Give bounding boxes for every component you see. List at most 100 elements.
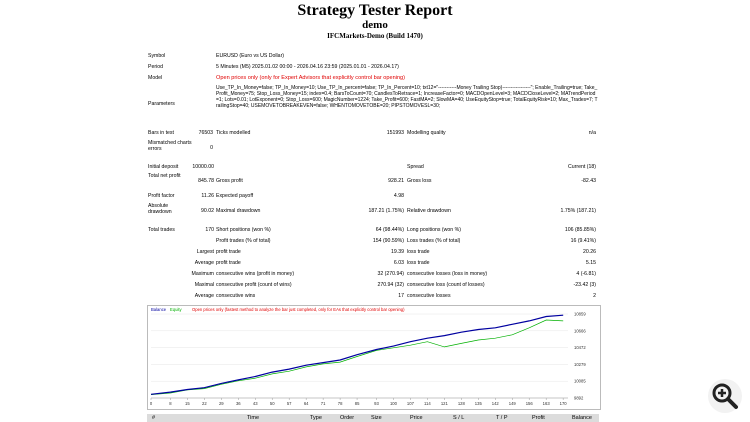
report-title: Strategy Tester Report [297, 2, 453, 19]
x-tick-label: 107 [407, 401, 415, 406]
x-tick-label: 15 [185, 401, 190, 406]
trades-value: 170 [205, 227, 214, 233]
model-label: Model [148, 75, 163, 81]
mq-value: n/a [588, 130, 596, 136]
mcw-value: 32 (270.94) [377, 271, 404, 277]
netprofit-label: Total net profit [148, 173, 181, 179]
average-label: Average [194, 260, 214, 266]
grossloss-label: Gross loss [407, 178, 432, 184]
long-value: 106 (85.85%) [564, 227, 596, 233]
mcll-value: -23.42 (3) [573, 282, 597, 288]
parameters-label: Parameters [148, 101, 175, 107]
x-tick-label: 29 [219, 401, 224, 406]
grossprofit-value: 928.21 [388, 178, 404, 184]
mismatch-value: 0 [210, 145, 213, 151]
y-tick-label: 10279 [574, 362, 586, 367]
col-order: Order [340, 415, 355, 421]
mismatch-label: Mismatched charts errors [148, 140, 192, 152]
short-value: 64 (98.44%) [375, 227, 404, 233]
mcl-label: consecutive losses (loss in money) [407, 271, 488, 277]
alt-value: 5.15 [585, 260, 596, 266]
alt-label: loss trade [407, 260, 430, 266]
y-tick-label: 10085 [574, 379, 586, 384]
lt-value: 16 (9.41%) [570, 238, 596, 244]
acw-label: consecutive wins [216, 293, 256, 299]
symbol-label: Symbol [148, 53, 166, 59]
maximal-label: Maximal [194, 282, 214, 288]
x-tick-label: 163 [543, 401, 551, 406]
balance-line [150, 314, 564, 395]
parameters-value: Use_TP_In_Money=false; TP_In_Money=10; U… [216, 85, 598, 110]
ep-label: Expected payoff [216, 193, 254, 199]
x-tick-label: 93 [374, 401, 379, 406]
col-price: Price [410, 415, 423, 421]
mq-label: Modelling quality [407, 130, 446, 136]
llt-label: loss trade [407, 249, 430, 255]
mcll-label: consecutive loss (count of losses) [407, 282, 485, 288]
chart-grid [150, 313, 568, 400]
server-build: IFCMarkets-Demo (Build 1470) [327, 32, 423, 40]
x-tick-label: 170 [560, 401, 568, 406]
zoom-in-icon [712, 383, 738, 409]
x-tick-label: 156 [526, 401, 534, 406]
acl-value: 2 [593, 293, 596, 299]
pf-value: 11.26 [201, 193, 214, 199]
netprofit-value: 845.78 [198, 178, 214, 184]
chart-series [150, 314, 564, 396]
x-tick-label: 22 [202, 401, 207, 406]
period-value: 5 Minutes (M5) 2025.01.02 00:00 - 2026.0… [216, 64, 399, 70]
legend-equity: Equity [170, 307, 183, 312]
x-tick-label: 85 [355, 401, 360, 406]
legend-note: Open prices only (fastest method to anal… [192, 307, 405, 312]
absdd-value: 90.02 [201, 208, 214, 214]
mcw-label: consecutive wins (profit in money) [216, 271, 295, 277]
col-time: Time [247, 415, 260, 421]
maxdd-label: Maximal drawdown [216, 208, 261, 214]
grossloss-value: -82.43 [581, 178, 596, 184]
y-tick-label: 10859 [574, 312, 586, 317]
col-type: Type [310, 415, 322, 421]
x-tick-label: 36 [236, 401, 241, 406]
col-sl: S / L [453, 415, 465, 421]
apt-value: 6.03 [393, 260, 404, 266]
lt-label: Loss trades (% of total) [407, 238, 461, 244]
x-tick-label: 114 [424, 401, 431, 406]
period-label: Period [148, 64, 163, 70]
col-num: # [152, 415, 156, 421]
reldd-label: Relative drawdown [407, 208, 451, 214]
equity-line [150, 319, 564, 396]
reldd-value: 1.75% (187.21) [560, 208, 596, 214]
x-tick-label: 0 [150, 401, 153, 406]
col-balance: Balance [572, 415, 592, 421]
pt-label: Profit trades (% of total) [216, 238, 271, 244]
bars-value: 76503 [198, 130, 213, 136]
apt-label: profit trade [216, 260, 241, 266]
llt-value: 20.26 [583, 249, 596, 255]
x-tick-labels: 0 8 15 22 29 36 43 50 57 64 71 78 85 93 100 107 114 121 12… [150, 401, 567, 406]
x-tick-label: 71 [321, 401, 326, 406]
acl-label: consecutive losses [407, 293, 451, 299]
ep-value: 4.98 [393, 193, 404, 199]
col-size: Size [371, 415, 382, 421]
lpt-value: 19.39 [391, 249, 404, 255]
long-label: Long positions (won %) [407, 227, 461, 233]
x-tick-label: 149 [509, 401, 517, 406]
x-tick-label: 8 [169, 401, 172, 406]
pf-label: Profit factor [148, 193, 175, 199]
chart-svg: Balance Equity Open prices only (fastest… [150, 307, 586, 406]
x-tick-label: 50 [270, 401, 275, 406]
legend-balance: Balance [151, 307, 167, 312]
largest-label: Largest [196, 249, 214, 255]
y-tick-label: 9892 [574, 396, 584, 401]
mcl-value: 4 (-6.81) [576, 271, 596, 277]
symbol-value: EURUSD (Euro vs US Dollar) [216, 53, 285, 59]
model-value: Open prices only (only for Expert Adviso… [216, 75, 406, 81]
x-tick-label: 100 [390, 401, 398, 406]
y-tick-label: 10666 [574, 328, 586, 333]
deposit-value: 10000.00 [192, 164, 214, 170]
spread-value: Current (18) [568, 164, 596, 170]
grossprofit-label: Gross profit [216, 178, 243, 184]
col-tp: T / P [496, 415, 508, 421]
zoom-in-button[interactable] [708, 379, 742, 413]
